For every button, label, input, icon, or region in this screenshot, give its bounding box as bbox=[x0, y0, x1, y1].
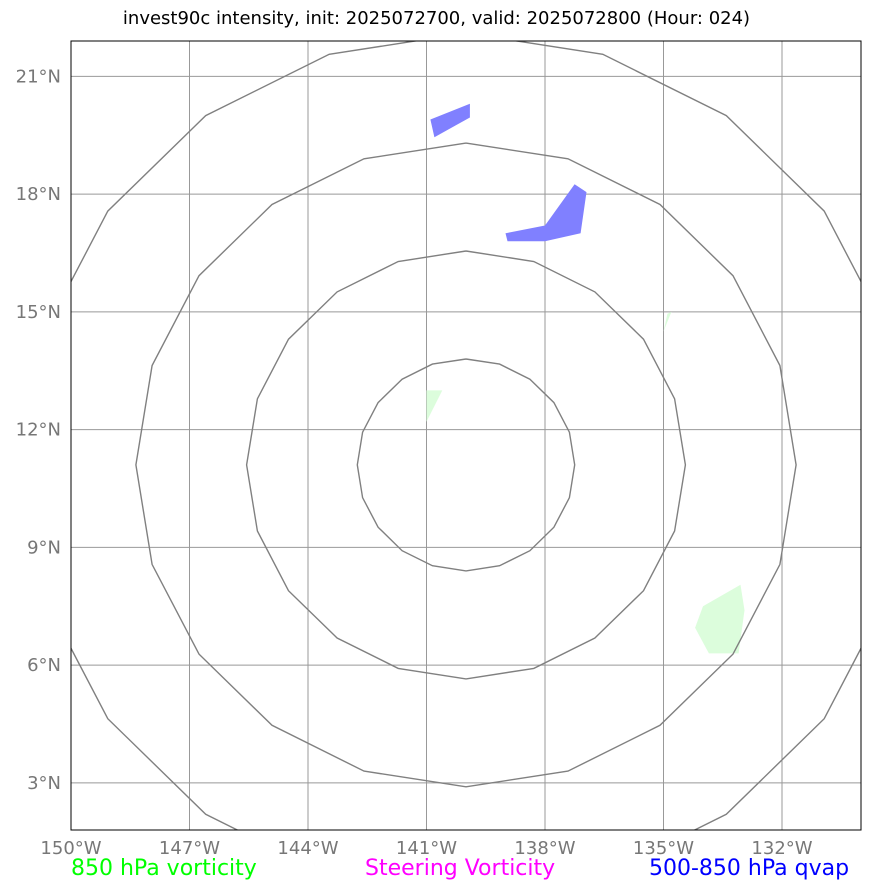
lat-tick-label: 18°N bbox=[16, 184, 61, 205]
range-ring bbox=[356, 358, 576, 572]
tick-labels: 150°W 147°W 144°W 141°W 138°W 135°W 132°W 3°N 6°… bbox=[16, 66, 813, 859]
lat-tick-label: 15°N bbox=[16, 302, 61, 323]
qvap-layer bbox=[430, 103, 587, 242]
range-ring bbox=[245, 250, 687, 680]
lon-tick-label: 150°W bbox=[40, 838, 101, 859]
graticule bbox=[71, 41, 861, 830]
qvap-area bbox=[505, 184, 587, 242]
vorticity-850-area bbox=[695, 584, 745, 654]
vorticity-850-area bbox=[663, 311, 672, 332]
qvap-area bbox=[430, 103, 470, 138]
legend-steering-vorticity: Steering Vorticity bbox=[365, 856, 556, 881]
lat-tick-label: 21°N bbox=[16, 66, 61, 87]
map-title: invest90c intensity, init: 2025072700, v… bbox=[122, 8, 751, 29]
vorticity-850-area bbox=[426, 390, 443, 422]
lon-tick-label: 141°W bbox=[396, 838, 457, 859]
lon-tick-label: 144°W bbox=[277, 838, 338, 859]
lon-tick-label: 135°W bbox=[633, 838, 694, 859]
lon-tick-label: 132°W bbox=[751, 838, 812, 859]
lon-tick-label: 147°W bbox=[159, 838, 220, 859]
range-ring bbox=[135, 142, 797, 788]
lat-tick-label: 6°N bbox=[27, 655, 61, 676]
range-rings bbox=[71, 41, 861, 830]
map-frame bbox=[70, 40, 862, 831]
range-ring bbox=[71, 41, 861, 830]
vorticity-850-layer bbox=[426, 311, 745, 654]
legend-qvap: 500-850 hPa qvap bbox=[649, 856, 850, 881]
lat-tick-label: 9°N bbox=[27, 537, 61, 558]
lat-tick-label: 12°N bbox=[16, 420, 61, 441]
lon-tick-label: 138°W bbox=[514, 838, 575, 859]
legend-850-vorticity: 850 hPa vorticity bbox=[71, 856, 257, 881]
lat-tick-label: 3°N bbox=[27, 773, 61, 794]
